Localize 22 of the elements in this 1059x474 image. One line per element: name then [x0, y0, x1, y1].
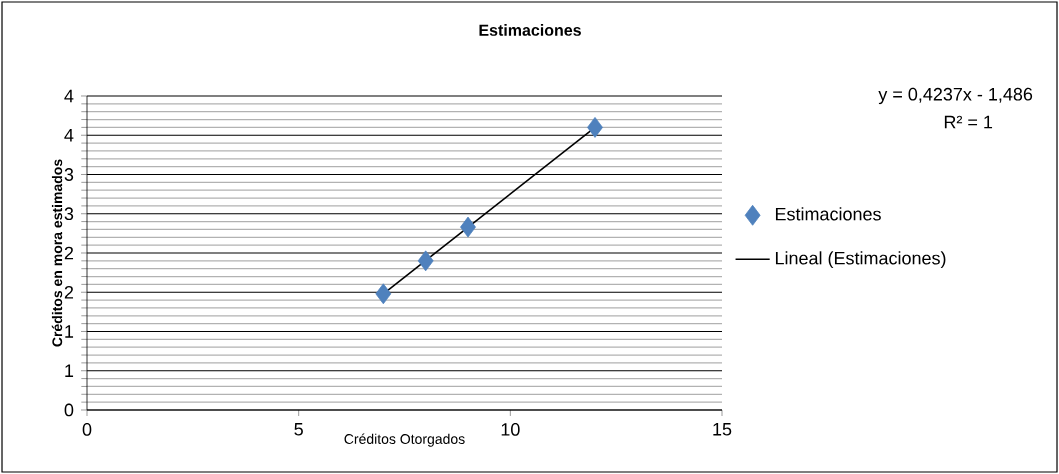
text: R² = 1: [944, 115, 993, 129]
x-axis-title: Créditos Otorgados: [344, 433, 465, 447]
text: y = 0,4237x - 1,486: [878, 87, 1033, 105]
chart-title: Estimaciones: [479, 24, 581, 36]
y-tick-label: 2: [64, 285, 74, 299]
x-tick-label: 10: [501, 423, 520, 436]
y-tick-label: 1: [65, 325, 74, 338]
y-axis-title: Créditos en mora estimados: [51, 159, 63, 347]
x-tick-label: 15: [713, 423, 732, 436]
y-tick-label: 0: [64, 403, 74, 417]
x-tick-label: 5: [294, 423, 303, 436]
x-tick-label: 0: [82, 423, 92, 436]
point: [460, 216, 476, 238]
legend-label: Estimaciones: [775, 207, 881, 221]
y-tick-label: 2: [64, 246, 74, 260]
y-tick-label: 4: [64, 129, 74, 142]
legend-label: Lineal (Estimaciones): [775, 251, 946, 269]
y-tick-label: 1: [65, 364, 74, 377]
y-tick-label: 4: [64, 89, 74, 103]
y-tick-label: 3: [64, 168, 74, 181]
y-tick-label: 3: [64, 207, 74, 221]
point: [417, 250, 434, 272]
